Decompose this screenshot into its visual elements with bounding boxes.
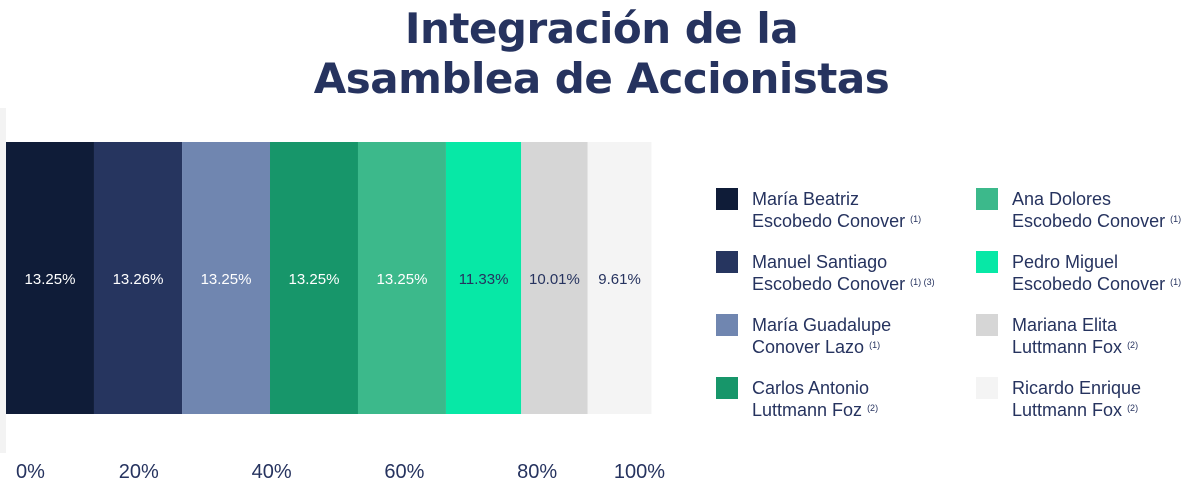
legend-swatch (976, 188, 998, 210)
x-tick-label-4: 60% (384, 461, 424, 483)
legend-label: Manuel Santiago Escobedo Conover (1) (3) (752, 251, 935, 295)
legend-footnote-ref: (1) (1170, 277, 1182, 287)
legend-label-line-2: Escobedo Conover (1) (1012, 274, 1182, 294)
legend-swatch (976, 377, 998, 399)
bar-data-label-4: 13.25% (289, 271, 340, 288)
legend-label-line-1: Ricardo Enrique (1012, 378, 1142, 398)
legend-label-line-2: Escobedo Conover (1) (1012, 211, 1182, 231)
legend-label-line-1: Ana Dolores (1012, 189, 1112, 209)
legend-label: María Beatriz Escobedo Conover (1) (752, 188, 921, 232)
legend-label-line-2: Escobedo Conover (1) (752, 211, 922, 231)
x-tick-label-5: 80% (517, 461, 557, 483)
bar-segment-2 (93, 142, 183, 414)
bar-data-label-2: 13.26% (113, 271, 164, 288)
bar-segment-8 (587, 142, 652, 414)
legend-swatch (976, 314, 998, 336)
legend-label-line-1: Pedro Miguel (1012, 252, 1119, 272)
legend-swatch (716, 251, 738, 273)
legend-label-line-2: Luttmann Fox (2) (1012, 337, 1139, 357)
legend-footnote-ref: (1) (910, 214, 922, 224)
bar-segment-4 (270, 142, 358, 414)
bar-segment-3 (182, 142, 271, 414)
legend-label-line-1: Carlos Antonio (752, 378, 870, 398)
chart-title: Integración de la Asamblea de Accionista… (0, 4, 1203, 104)
x-tick-label-3: 40% (252, 461, 292, 483)
legend-swatch (976, 251, 998, 273)
legend-label-line-2: Escobedo Conover (1) (3) (752, 274, 935, 294)
legend-label-line-2: Luttmann Foz (2) (752, 400, 879, 420)
x-tick-label-2: 20% (119, 461, 159, 483)
bar-segment-6 (445, 142, 522, 414)
legend-label: Carlos Antonio Luttmann Foz (2) (752, 377, 878, 421)
legend-footnote-ref: (2) (1127, 403, 1139, 413)
bar-data-label-6: 11.33% (459, 271, 509, 288)
legend-label: Mariana Elita Luttmann Fox (2) (1012, 314, 1138, 358)
bar-data-label-7: 10.01% (529, 271, 580, 288)
plot-edge-shading (0, 108, 6, 453)
legend-swatch (716, 377, 738, 399)
legend-label: María Guadalupe Conover Lazo (1) (752, 314, 891, 358)
legend-label-line-2: Luttmann Fox (2) (1012, 400, 1139, 420)
x-tick-label-6: 100% (614, 461, 665, 483)
chart-title-line-1: Integración de la (404, 4, 799, 53)
legend-swatch (716, 188, 738, 210)
legend-swatch (716, 314, 738, 336)
bar-segment-5 (357, 142, 446, 414)
legend-label-line-1: Mariana Elita (1012, 315, 1118, 335)
bar-data-label-1: 13.25% (25, 271, 76, 288)
x-tick-label-1: 0% (16, 461, 45, 483)
legend-footnote-ref: (1) (3) (910, 277, 935, 287)
legend-label-line-1: María Guadalupe (752, 315, 892, 335)
legend-footnote-ref: (1) (1170, 214, 1182, 224)
bar-segment-1 (6, 142, 94, 414)
legend-footnote-ref: (2) (1127, 340, 1139, 350)
legend-label: Pedro Miguel Escobedo Conover (1) (1012, 251, 1181, 295)
legend-label-line-1: Manuel Santiago (752, 252, 888, 272)
bar-data-label-3: 13.25% (201, 271, 252, 288)
bar-data-label-8: 9.61% (598, 271, 641, 288)
legend-label: Ana Dolores Escobedo Conover (1) (1012, 188, 1181, 232)
legend-footnote-ref: (2) (867, 403, 879, 413)
chart-title-line-2: Asamblea de Accionistas (313, 54, 890, 103)
legend-footnote-ref: (1) (869, 340, 881, 350)
legend-label-line-1: María Beatriz (752, 189, 860, 209)
bar-data-label-5: 13.25% (377, 271, 428, 288)
legend-label: Ricardo Enrique Luttmann Fox (2) (1012, 377, 1141, 421)
bar-segment-7 (521, 142, 588, 414)
legend-label-line-2: Conover Lazo (1) (752, 337, 881, 357)
